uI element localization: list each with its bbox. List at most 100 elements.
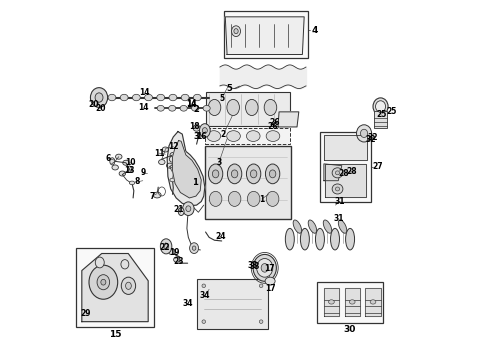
Bar <box>205 92 290 126</box>
Ellipse shape <box>190 243 198 253</box>
Ellipse shape <box>180 105 187 111</box>
Polygon shape <box>278 112 299 127</box>
Ellipse shape <box>253 255 276 281</box>
Text: 33: 33 <box>248 261 259 270</box>
Text: 33: 33 <box>249 262 260 271</box>
Text: 21: 21 <box>173 205 184 214</box>
Text: 19: 19 <box>169 248 179 257</box>
Ellipse shape <box>159 159 165 165</box>
Text: 23: 23 <box>173 257 184 266</box>
Polygon shape <box>324 135 367 160</box>
Text: 22: 22 <box>159 243 170 252</box>
Polygon shape <box>225 17 304 54</box>
Text: 15: 15 <box>109 330 121 339</box>
Ellipse shape <box>97 275 110 290</box>
Ellipse shape <box>203 105 210 111</box>
Ellipse shape <box>308 220 317 233</box>
Ellipse shape <box>202 320 205 323</box>
Ellipse shape <box>345 228 355 250</box>
Polygon shape <box>324 288 339 316</box>
Ellipse shape <box>194 94 201 101</box>
Ellipse shape <box>110 158 115 165</box>
Ellipse shape <box>122 277 136 294</box>
Ellipse shape <box>153 192 161 198</box>
Ellipse shape <box>227 99 240 116</box>
Text: 14: 14 <box>186 100 196 109</box>
Text: 14: 14 <box>138 103 149 112</box>
Ellipse shape <box>95 257 104 268</box>
Ellipse shape <box>323 220 332 233</box>
Ellipse shape <box>186 206 191 212</box>
Polygon shape <box>167 132 205 206</box>
Ellipse shape <box>101 279 106 285</box>
Ellipse shape <box>257 258 273 277</box>
Ellipse shape <box>199 124 210 137</box>
Ellipse shape <box>157 94 165 101</box>
Ellipse shape <box>181 94 189 101</box>
Text: 28: 28 <box>338 169 349 178</box>
Ellipse shape <box>207 131 220 141</box>
Text: 28: 28 <box>346 167 357 176</box>
Ellipse shape <box>246 164 261 184</box>
Ellipse shape <box>122 160 129 165</box>
Ellipse shape <box>293 220 301 233</box>
Text: 11: 11 <box>154 149 164 158</box>
Text: 10: 10 <box>125 158 136 167</box>
Ellipse shape <box>202 128 207 134</box>
Ellipse shape <box>361 129 368 138</box>
Ellipse shape <box>119 171 125 176</box>
Ellipse shape <box>192 246 196 250</box>
Ellipse shape <box>157 105 164 111</box>
Ellipse shape <box>168 249 175 255</box>
Text: 6: 6 <box>105 154 111 163</box>
Text: 18: 18 <box>190 122 200 131</box>
Ellipse shape <box>245 99 258 116</box>
Ellipse shape <box>370 300 376 304</box>
Text: 4: 4 <box>312 26 318 35</box>
Ellipse shape <box>373 98 388 115</box>
Text: 17: 17 <box>265 284 276 293</box>
Text: 2: 2 <box>194 105 199 114</box>
Bar <box>205 146 291 220</box>
Text: 5: 5 <box>219 94 224 103</box>
Ellipse shape <box>208 99 221 116</box>
Text: 27: 27 <box>372 162 383 171</box>
Ellipse shape <box>227 131 240 141</box>
Ellipse shape <box>170 156 177 162</box>
Text: 9: 9 <box>140 168 146 177</box>
Text: 8: 8 <box>135 177 140 186</box>
Text: 14: 14 <box>139 88 150 97</box>
Ellipse shape <box>300 228 309 250</box>
Text: 34: 34 <box>182 299 193 308</box>
Text: 31: 31 <box>334 214 344 223</box>
Ellipse shape <box>192 105 199 111</box>
Ellipse shape <box>227 164 242 184</box>
Ellipse shape <box>250 170 257 178</box>
Text: 20: 20 <box>88 100 98 109</box>
Ellipse shape <box>170 178 175 182</box>
Ellipse shape <box>232 26 241 37</box>
Ellipse shape <box>96 94 104 101</box>
Ellipse shape <box>112 165 119 170</box>
Ellipse shape <box>164 243 169 249</box>
Text: 25: 25 <box>386 107 396 116</box>
Ellipse shape <box>335 171 340 175</box>
Ellipse shape <box>169 94 177 101</box>
Ellipse shape <box>209 191 222 206</box>
Ellipse shape <box>316 228 324 250</box>
Polygon shape <box>324 164 366 197</box>
Polygon shape <box>344 288 360 316</box>
Ellipse shape <box>266 131 280 141</box>
Ellipse shape <box>338 220 347 233</box>
Ellipse shape <box>285 228 294 250</box>
Ellipse shape <box>167 163 173 168</box>
Text: 13: 13 <box>124 166 135 175</box>
Text: 1: 1 <box>192 178 198 187</box>
Text: 24: 24 <box>216 232 226 241</box>
Ellipse shape <box>175 158 179 165</box>
Ellipse shape <box>265 277 275 285</box>
Ellipse shape <box>162 147 169 152</box>
Ellipse shape <box>266 164 280 184</box>
Ellipse shape <box>125 282 131 289</box>
Text: 16: 16 <box>196 132 206 141</box>
